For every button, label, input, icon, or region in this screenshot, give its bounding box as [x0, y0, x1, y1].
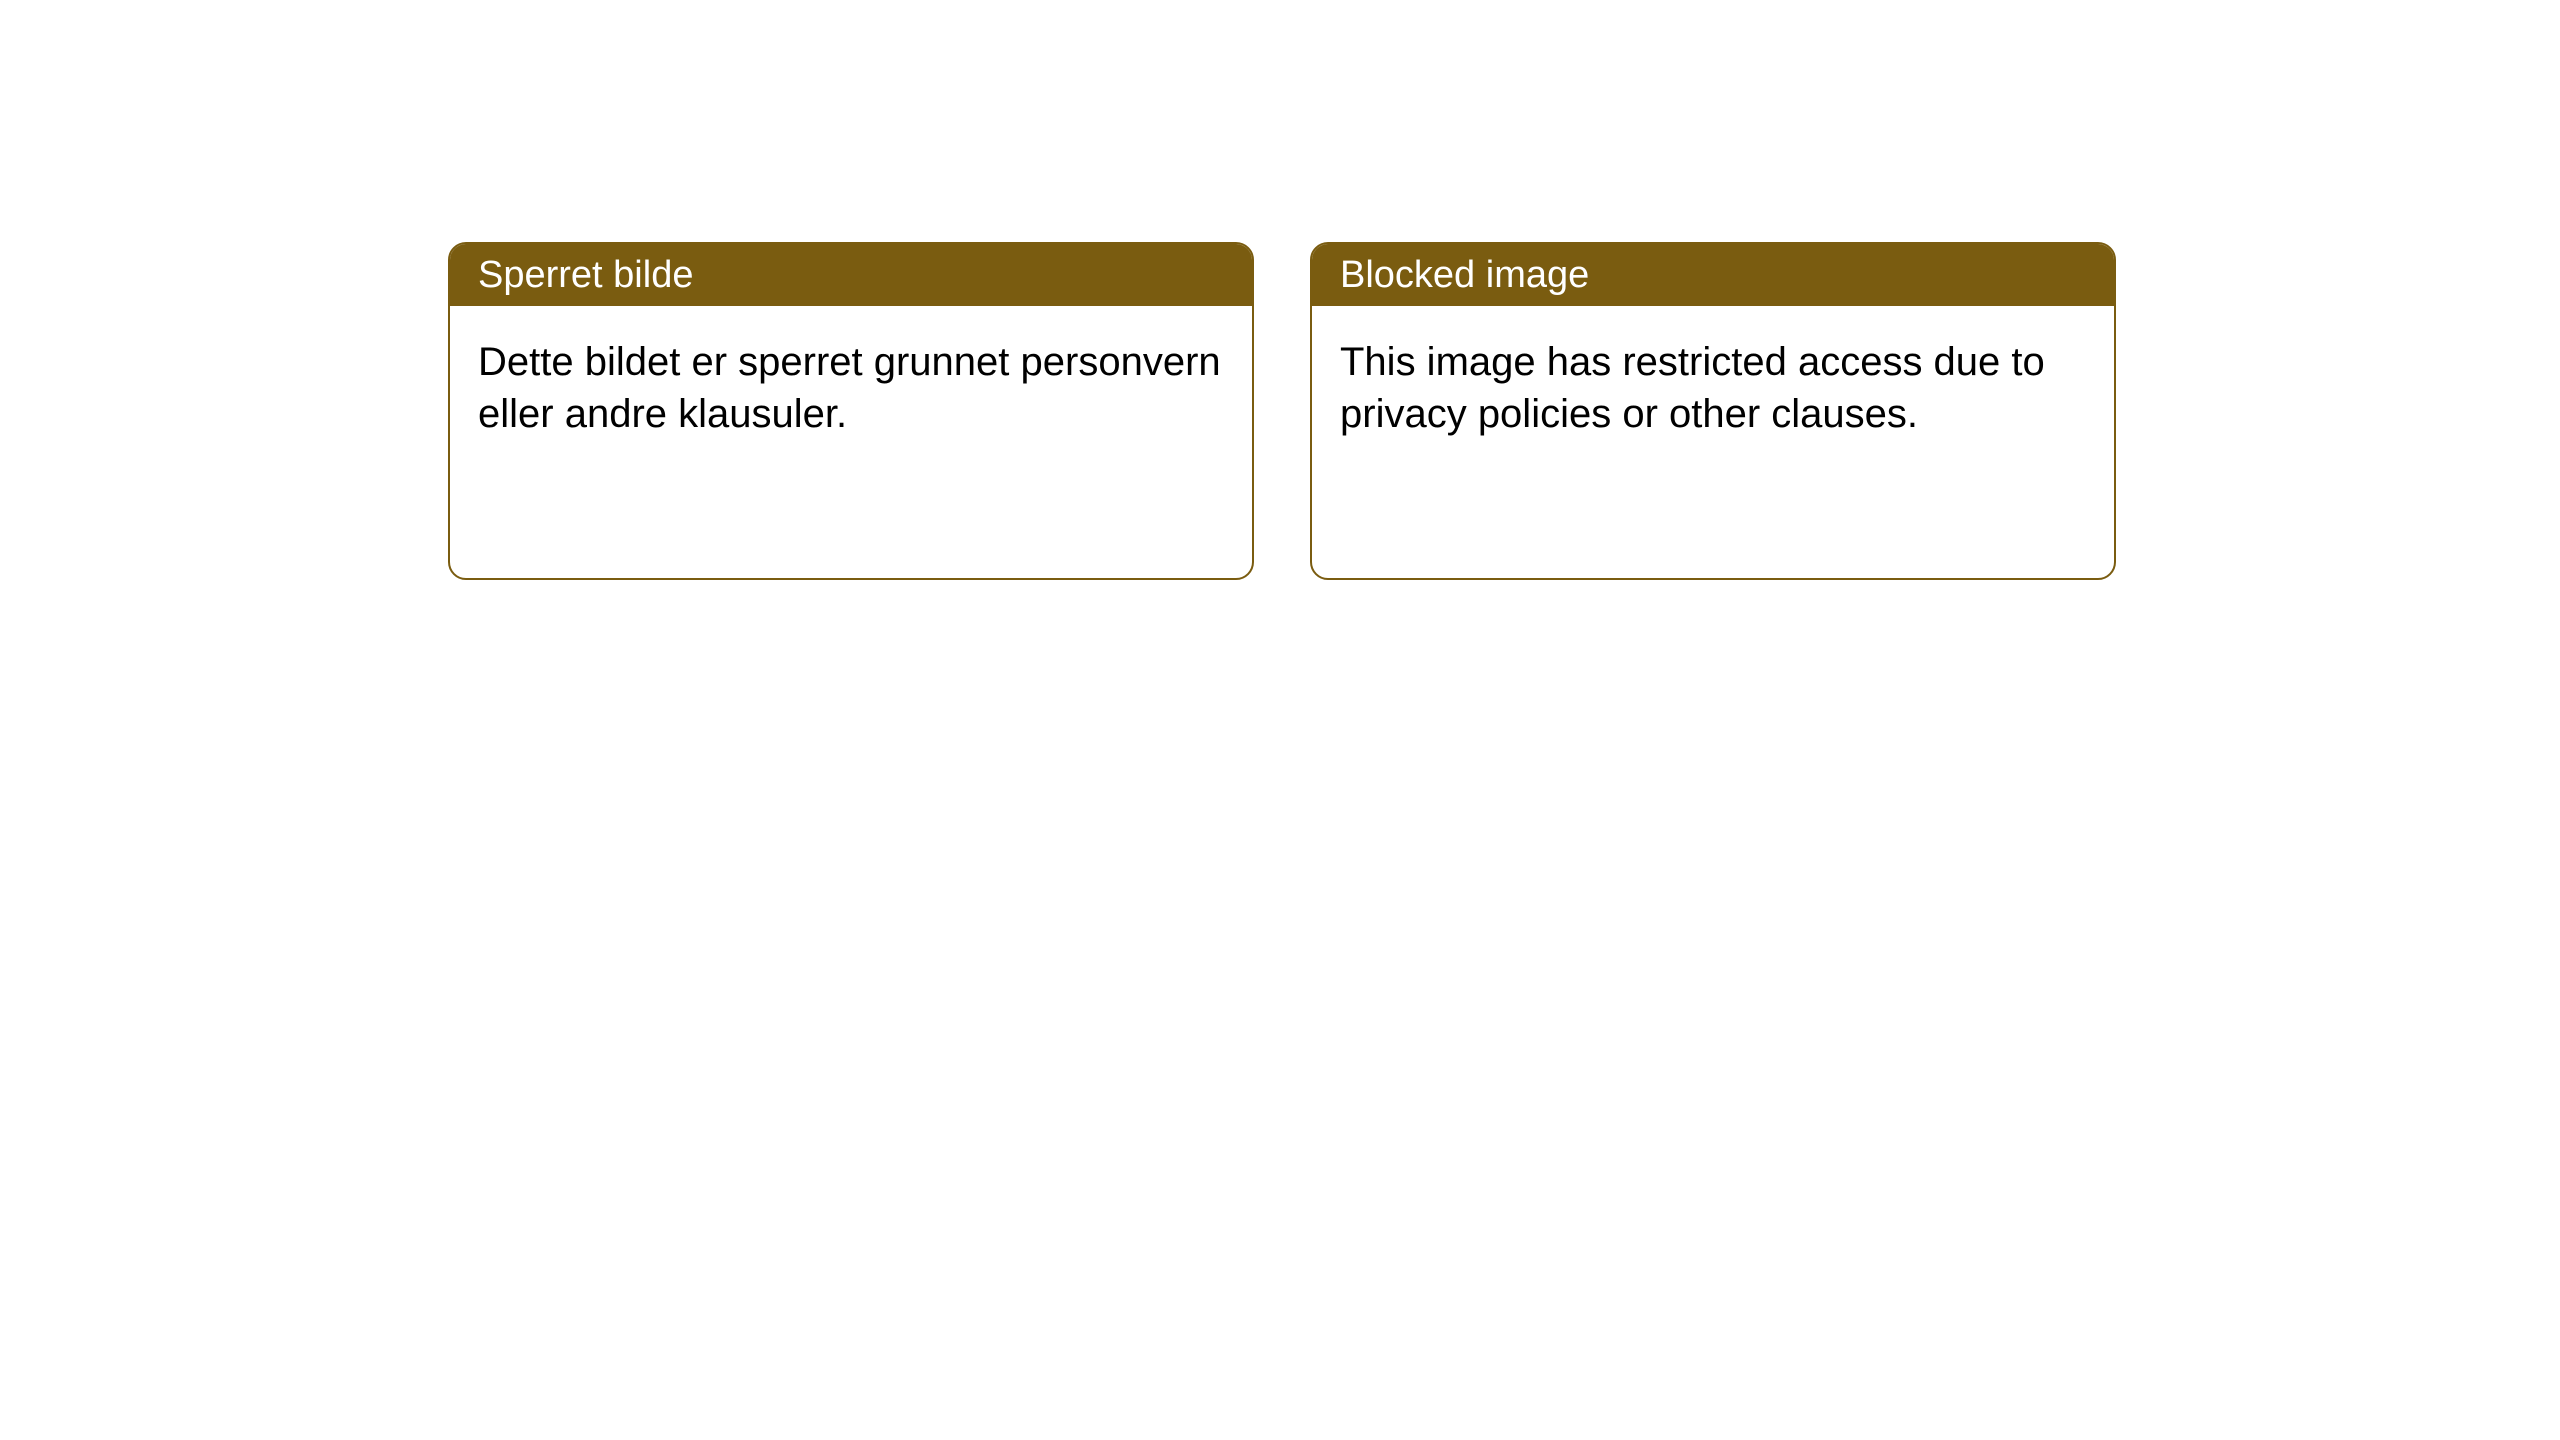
notice-body-no: Dette bildet er sperret grunnet personve… [450, 306, 1252, 470]
notice-message-en: This image has restricted access due to … [1340, 340, 2045, 436]
notice-title-en: Blocked image [1340, 254, 1589, 297]
notice-box-en: Blocked image This image has restricted … [1310, 242, 2116, 580]
notice-message-no: Dette bildet er sperret grunnet personve… [478, 340, 1221, 436]
blocked-image-notices: Sperret bilde Dette bildet er sperret gr… [448, 242, 2116, 580]
notice-body-en: This image has restricted access due to … [1312, 306, 2114, 470]
notice-header-no: Sperret bilde [450, 244, 1252, 306]
notice-header-en: Blocked image [1312, 244, 2114, 306]
notice-title-no: Sperret bilde [478, 254, 693, 297]
notice-box-no: Sperret bilde Dette bildet er sperret gr… [448, 242, 1254, 580]
